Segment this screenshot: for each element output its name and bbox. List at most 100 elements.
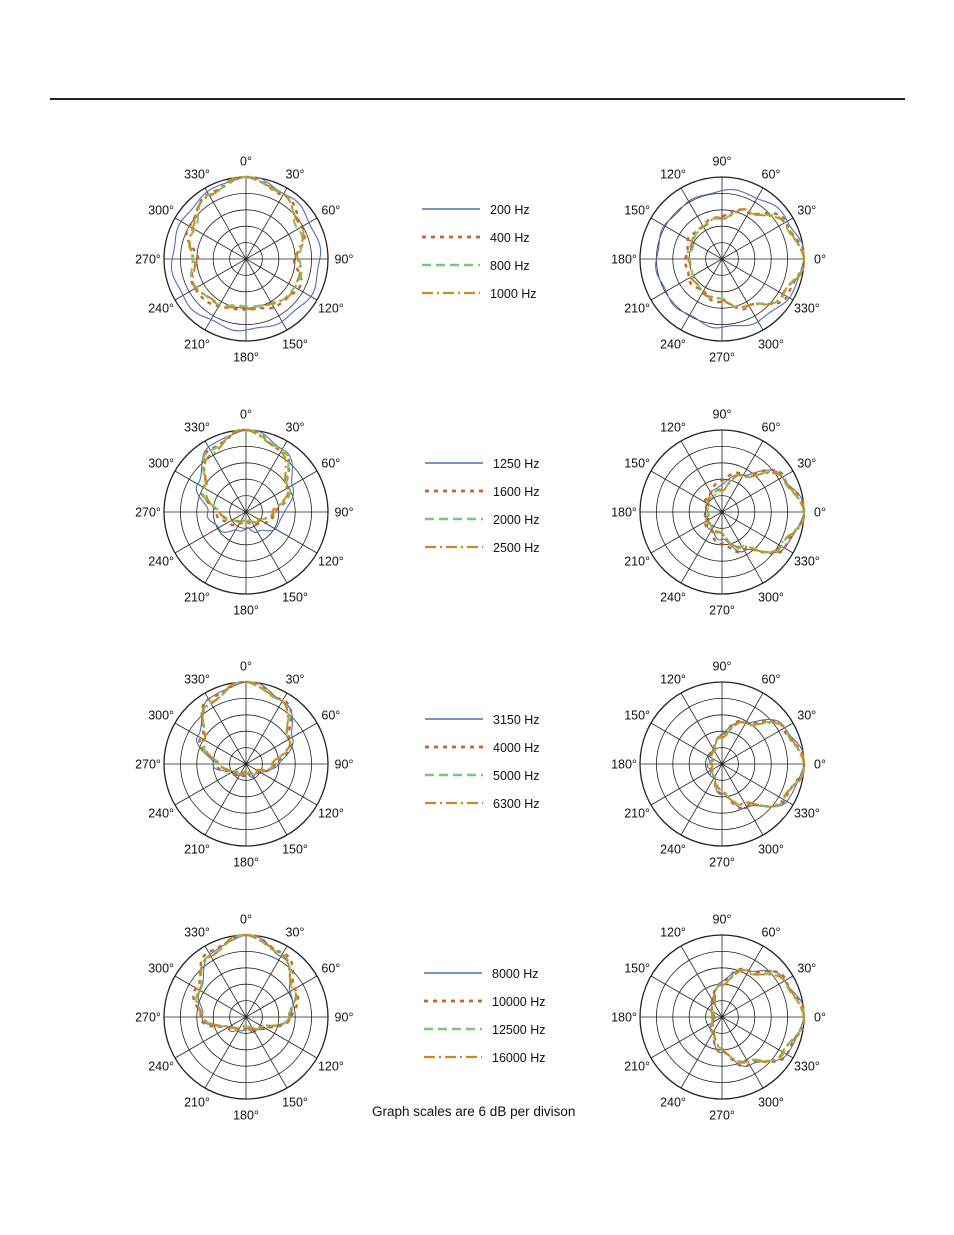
angle-tick-label: 330° [794, 302, 820, 316]
angle-tick-label: 180° [611, 253, 637, 267]
angle-tick-label: 270° [709, 604, 735, 618]
polar-chart-4-right: 0° 30° 60° 90° 120° 150° 180° 210° 240° 270° 300° 3… [611, 913, 826, 1123]
angle-tick-label: 330° [794, 555, 820, 569]
angle-tick-label: 180° [233, 856, 259, 870]
angle-tick-label: 330° [184, 421, 210, 435]
grid-spoke [650, 722, 794, 806]
angle-tick-label: 300° [148, 204, 174, 218]
series-line-400-hz [683, 208, 806, 311]
angle-tick-label: 330° [184, 673, 210, 687]
angle-tick-label: 60° [762, 168, 781, 182]
angle-tick-label: 120° [660, 421, 686, 435]
angle-tick-label: 90° [335, 1011, 354, 1025]
angle-tick-label: 150° [624, 457, 650, 471]
angle-tick-label: 240° [660, 1095, 686, 1109]
series-line-1600-hz [703, 468, 806, 555]
angle-tick-label: 30° [797, 962, 816, 976]
legend-entry: 5000 Hz [493, 769, 540, 783]
angle-tick-label: 210° [184, 842, 210, 856]
legend-entry: 10000 Hz [492, 995, 546, 1009]
angle-tick-label: 210° [184, 590, 210, 604]
angle-tick-label: 270° [135, 758, 161, 772]
angle-tick-label: 330° [184, 926, 210, 940]
angle-tick-label: 180° [611, 1011, 637, 1025]
legend-entry: 3150 Hz [493, 713, 540, 727]
series-line-12500-hz [195, 933, 298, 1031]
angle-tick-label: 60° [762, 926, 781, 940]
legend-entry: 6300 Hz [493, 797, 540, 811]
angle-tick-label: 300° [758, 590, 784, 604]
angle-tick-label: 0° [814, 253, 826, 267]
angle-tick-label: 120° [318, 302, 344, 316]
angle-tick-label: 150° [624, 204, 650, 218]
polar-chart-1-left: 0° 30° 60° 90° 120° 150° 180° 210° 240° 270° 300° 3… [135, 155, 353, 365]
series-line-1000-hz [188, 176, 305, 311]
angle-tick-label: 90° [713, 660, 732, 674]
angle-tick-label: 60° [762, 673, 781, 687]
angle-tick-label: 150° [282, 1095, 308, 1109]
angle-tick-label: 30° [286, 168, 305, 182]
angle-tick-label: 120° [660, 673, 686, 687]
angle-tick-label: 270° [135, 253, 161, 267]
angle-tick-label: 300° [758, 842, 784, 856]
angle-tick-label: 60° [321, 709, 340, 723]
series-line-2000-hz [201, 428, 292, 524]
legend-entry: 1000 Hz [490, 287, 537, 301]
angle-tick-label: 0° [814, 758, 826, 772]
angle-tick-label: 150° [624, 962, 650, 976]
legend-row-1: 200 Hz 400 Hz 800 Hz 1000 Hz [422, 203, 537, 301]
angle-tick-label: 270° [709, 351, 735, 365]
angle-tick-label: 60° [762, 421, 781, 435]
angle-tick-label: 180° [233, 351, 259, 365]
angle-tick-label: 210° [624, 302, 650, 316]
angle-tick-label: 150° [282, 590, 308, 604]
angle-tick-label: 240° [148, 807, 174, 821]
polar-chart-2-right: 0° 30° 60° 90° 120° 150° 180° 210° 240° 270° 300° 3… [611, 408, 826, 618]
angle-tick-label: 120° [318, 1060, 344, 1074]
angle-tick-label: 0° [240, 660, 252, 674]
angle-tick-label: 30° [286, 421, 305, 435]
angle-tick-label: 270° [709, 856, 735, 870]
legend-entry: 400 Hz [490, 231, 530, 245]
angle-tick-label: 120° [660, 926, 686, 940]
angle-tick-label: 30° [797, 709, 816, 723]
angle-tick-label: 300° [148, 457, 174, 471]
grid-spoke [204, 440, 288, 584]
series-line-200-hz [170, 176, 322, 332]
grid-spoke [650, 975, 794, 1059]
angle-tick-label: 150° [282, 337, 308, 351]
angle-tick-label: 180° [233, 604, 259, 618]
angle-tick-label: 60° [321, 457, 340, 471]
angle-tick-label: 30° [797, 204, 816, 218]
angle-tick-label: 120° [660, 168, 686, 182]
angle-tick-label: 180° [611, 506, 637, 520]
angle-tick-label: 300° [758, 337, 784, 351]
legend-entry: 2500 Hz [493, 541, 540, 555]
angle-tick-label: 300° [148, 962, 174, 976]
series-line-16000-hz [196, 934, 298, 1032]
grid-spoke [650, 470, 794, 554]
legend-entry: 1250 Hz [493, 457, 540, 471]
angle-tick-label: 60° [321, 962, 340, 976]
angle-tick-label: 210° [624, 807, 650, 821]
legend-entry: 800 Hz [490, 259, 530, 273]
angle-tick-label: 180° [611, 758, 637, 772]
polar-chart-3-right: 0° 30° 60° 90° 120° 150° 180° 210° 240° 270° 300° 3… [611, 660, 826, 870]
angle-tick-label: 120° [318, 555, 344, 569]
angle-tick-label: 270° [709, 1109, 735, 1123]
series-line-1000-hz [686, 208, 805, 308]
legend-entry: 8000 Hz [492, 967, 539, 981]
angle-tick-label: 30° [286, 926, 305, 940]
legend-row-3: 3150 Hz 4000 Hz 5000 Hz 6300 Hz [425, 713, 540, 811]
angle-tick-label: 180° [233, 1109, 259, 1123]
legend-entry: 4000 Hz [493, 741, 540, 755]
legend-entry: 200 Hz [490, 203, 530, 217]
angle-tick-label: 90° [335, 253, 354, 267]
angle-tick-label: 210° [624, 1060, 650, 1074]
angle-tick-label: 240° [660, 842, 686, 856]
series-line-16000-hz [710, 968, 805, 1063]
angle-tick-label: 270° [135, 506, 161, 520]
series-line-3150-hz [196, 681, 294, 778]
angle-tick-label: 0° [814, 1011, 826, 1025]
angle-tick-label: 240° [148, 302, 174, 316]
